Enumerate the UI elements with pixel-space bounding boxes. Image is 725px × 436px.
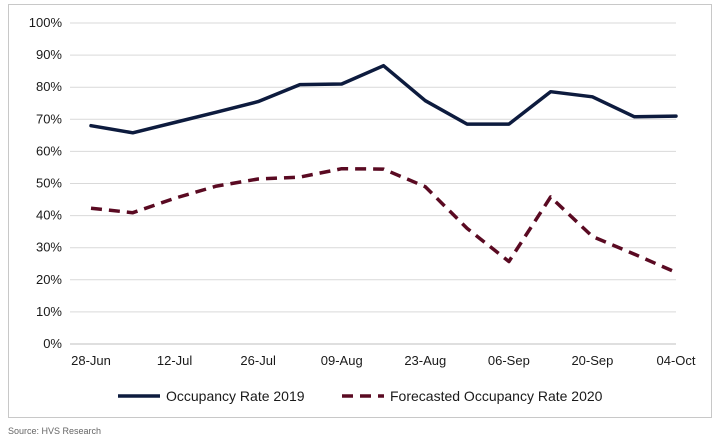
y-axis-ticks: 0% 10% 20% 30% 40% 50% 60% 70% 80% 90% 100% <box>29 15 63 351</box>
legend-label-2: Forecasted Occupancy Rate 2020 <box>390 388 603 404</box>
y-tick-label: 20% <box>36 272 62 287</box>
x-tick-label: 23-Aug <box>404 353 446 368</box>
x-tick-label: 06-Sep <box>488 353 530 368</box>
series-line-1 <box>89 63 678 135</box>
x-tick-label: 04-Oct <box>656 353 695 368</box>
y-tick-label: 90% <box>36 47 62 62</box>
y-tick-label: 40% <box>36 208 62 223</box>
x-axis-ticks: 28-Jun 12-Jul 26-Jul 09-Aug 23-Aug 06-Sep 20-S… <box>71 353 696 368</box>
legend: Occupancy Rate 2019 Forecasted Occupancy … <box>118 388 603 404</box>
y-tick-label: 50% <box>36 176 62 191</box>
x-tick-label: 20-Sep <box>571 353 613 368</box>
occupancy-line-chart: 0% 10% 20% 30% 40% 50% 60% 70% 80% 90% 100% 28-Jun… <box>29 15 696 404</box>
y-tick-label: 80% <box>36 79 62 94</box>
y-tick-label: 10% <box>36 304 62 319</box>
y-tick-label: 60% <box>36 143 62 158</box>
series-lines <box>89 63 678 275</box>
legend-label-1: Occupancy Rate 2019 <box>166 388 305 404</box>
y-tick-label: 30% <box>36 240 62 255</box>
x-tick-label: 28-Jun <box>71 353 111 368</box>
source-footnote: Source: HVS Research <box>8 426 102 436</box>
x-tick-label: 09-Aug <box>321 353 363 368</box>
x-tick-label: 26-Jul <box>240 353 276 368</box>
chart-frame <box>8 4 712 418</box>
series-line-2 <box>90 166 677 275</box>
gridlines <box>70 22 676 345</box>
y-tick-label: 100% <box>29 15 63 30</box>
y-tick-label: 70% <box>36 111 62 126</box>
y-tick-label: 0% <box>43 336 62 351</box>
x-tick-label: 12-Jul <box>157 353 193 368</box>
